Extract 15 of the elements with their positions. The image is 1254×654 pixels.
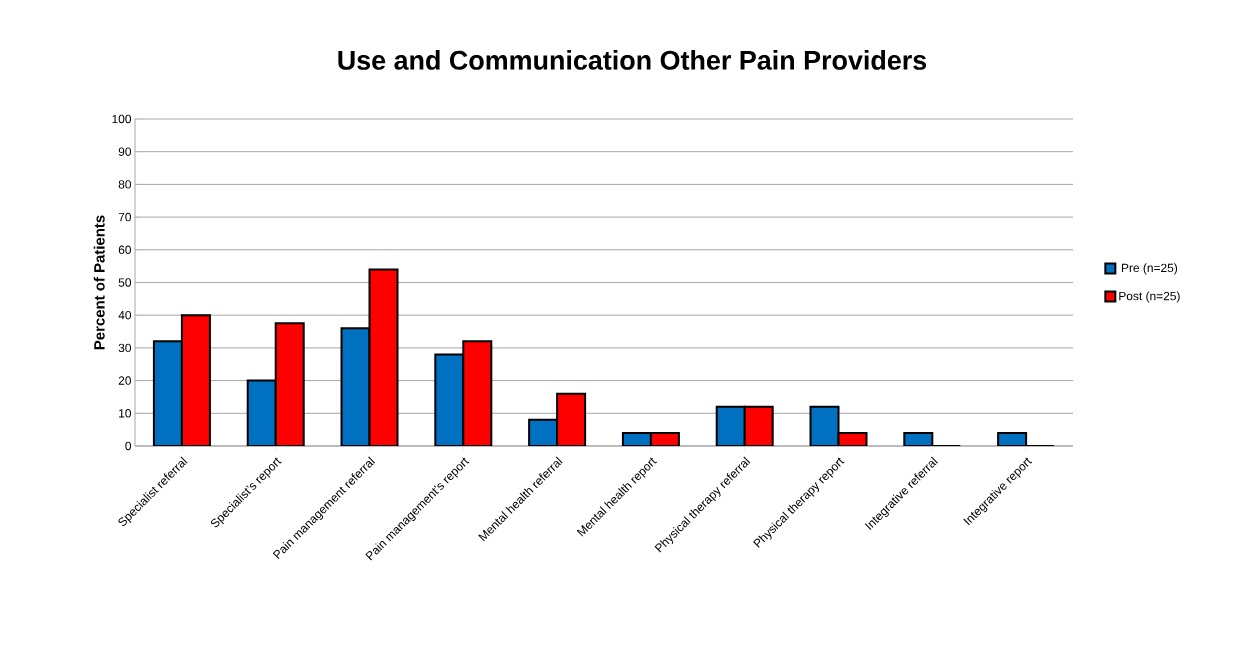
y-tick-label: 70: [118, 212, 132, 222]
y-tick-label: 0: [125, 441, 132, 451]
chart-title: Use and Communication Other Pain Providers: [338, 50, 927, 70]
y-tick-label: 10: [119, 409, 132, 418]
y-axis-title: Percent of Patients: [93, 215, 105, 350]
y-tick-label: 20: [118, 376, 132, 385]
legend-label: Pre (n=25): [1121, 263, 1178, 275]
legend-label: Post (n=25): [1119, 291, 1180, 303]
y-tick-label: 50: [118, 278, 132, 287]
y-tick-label: 80: [118, 180, 132, 189]
y-tick-label: 40: [118, 310, 132, 320]
y-tick-label: 60: [118, 245, 132, 255]
y-tick-label: 30: [118, 343, 132, 353]
y-tick-label: 90: [118, 147, 132, 156]
y-tick-label: 100: [112, 114, 132, 124]
